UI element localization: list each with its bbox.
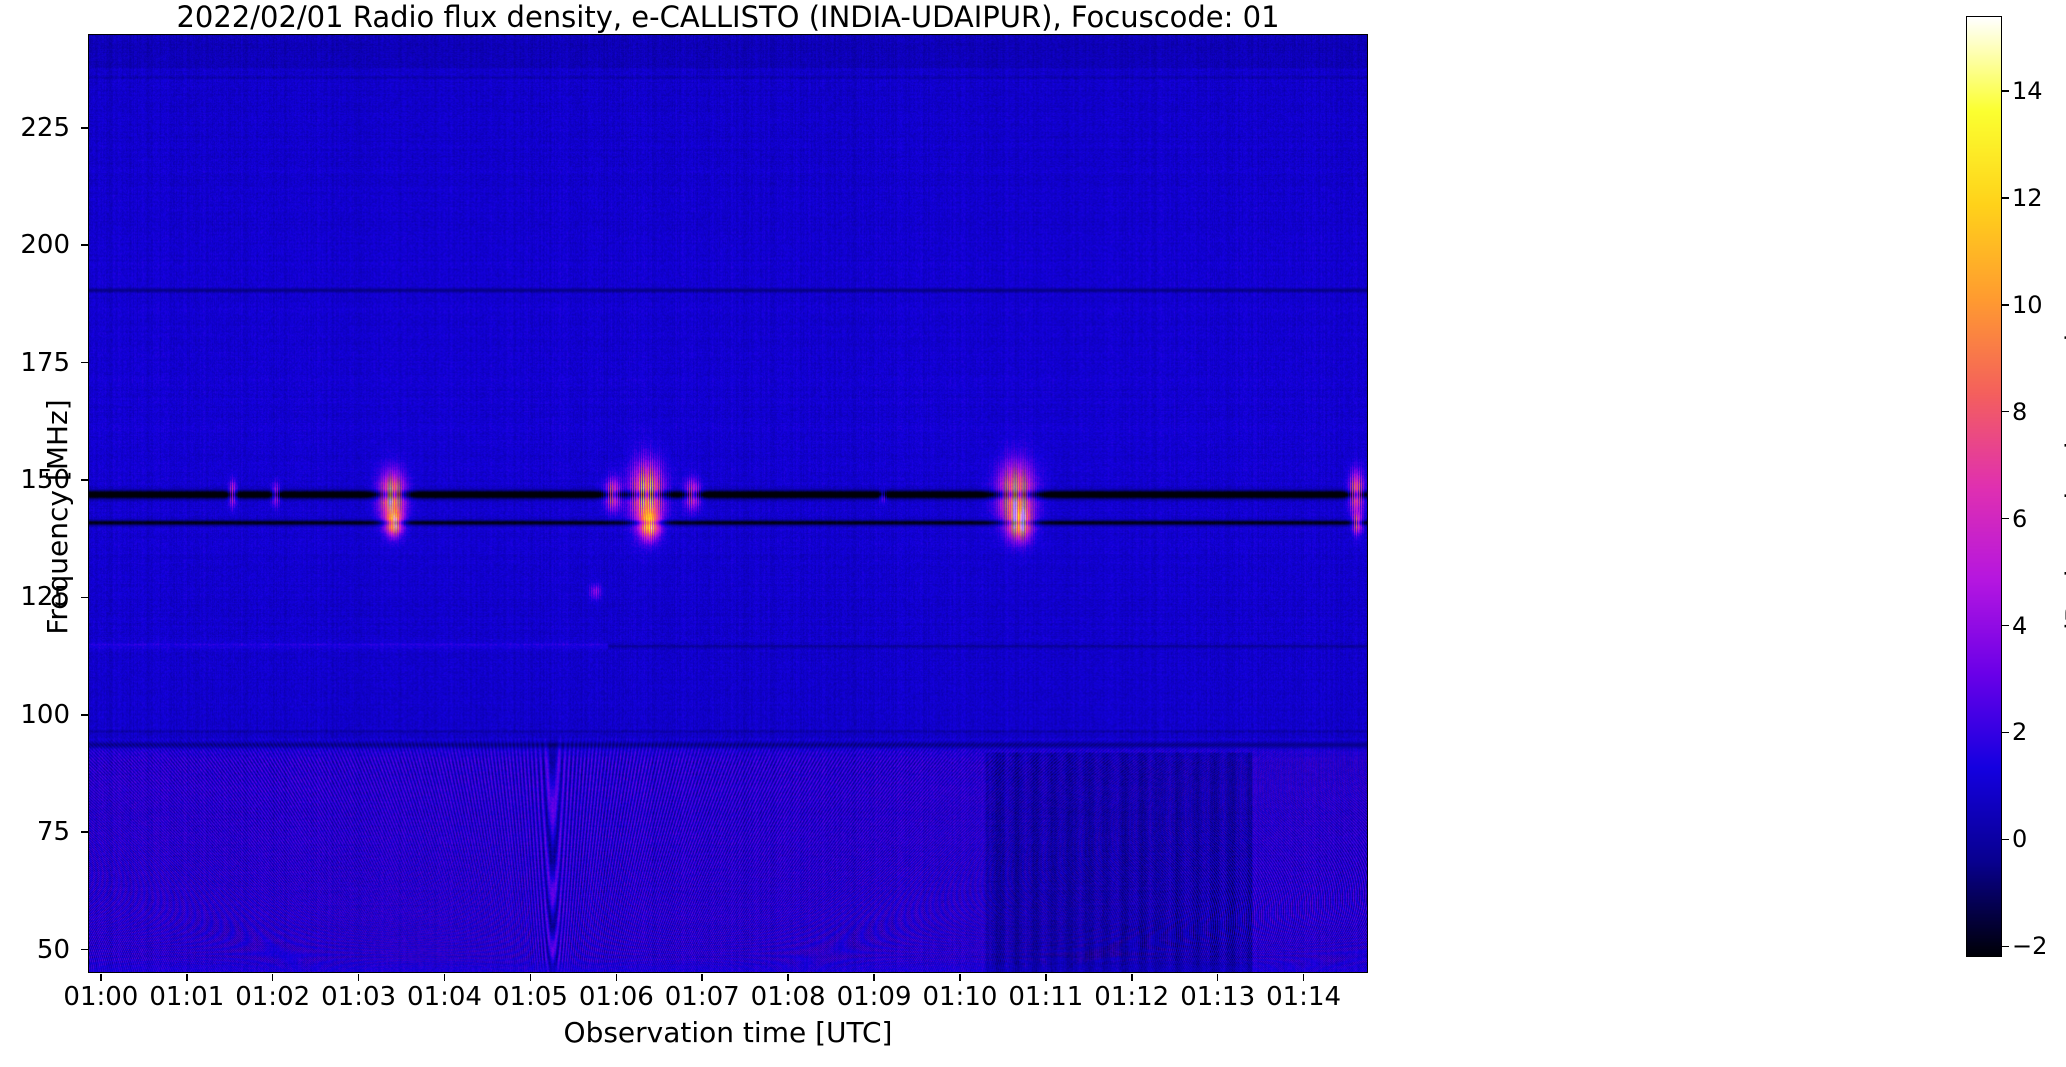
colorbar-label: dB above background <box>2059 333 2066 640</box>
x-axis-tick-labels: 01:00 01:01 01:02 01:03 01:04 01:05 01:06 01:07… <box>63 982 1368 1016</box>
y-tick-label: 150 <box>20 465 70 496</box>
x-tick-mark <box>1130 974 1133 981</box>
x-tick-label: 01:11 <box>1008 982 1084 1012</box>
y-tick-mark <box>81 596 88 599</box>
colorbar-tick-mark <box>2002 945 2009 948</box>
y-tick-mark <box>81 361 88 364</box>
colorbar-tick-mark <box>2002 624 2009 627</box>
colorbar-tick-mark <box>2002 838 2009 841</box>
x-tick-label: 01:09 <box>836 982 912 1012</box>
x-tick-label: 01:03 <box>321 982 397 1012</box>
y-tick-mark <box>81 831 88 833</box>
y-tick-label: 125 <box>20 582 70 613</box>
x-tick-mark <box>959 974 961 981</box>
colorbar-label-wrap: dB above background <box>2058 16 2066 957</box>
y-tick-label: 75 <box>36 817 70 848</box>
colorbar-tick-mark <box>2002 410 2009 413</box>
x-tick-mark <box>701 974 704 981</box>
colorbar-tick-label: 2 <box>2012 718 2028 747</box>
colorbar-tick-label: 6 <box>2012 504 2028 533</box>
y-tick-mark <box>81 948 88 951</box>
x-tick-label: 01:04 <box>407 982 482 1012</box>
x-tick-label: 01:00 <box>63 982 139 1012</box>
x-tick-label: 01:07 <box>664 982 740 1012</box>
x-tick-label: 01:02 <box>235 982 311 1012</box>
colorbar-tick-labels: 14 12 10 8 6 4 2 0 −2 <box>2012 16 2058 961</box>
x-tick-mark <box>185 974 188 981</box>
x-tick-mark <box>443 974 446 981</box>
x-tick-label: 01:08 <box>750 982 826 1012</box>
y-axis-tick-labels: 225 200 175 150 125 100 75 50 <box>0 34 80 973</box>
y-axis-tick-marks <box>80 34 88 973</box>
y-tick-label: 225 <box>20 112 70 143</box>
x-tick-mark <box>100 974 102 981</box>
x-tick-mark <box>357 974 360 981</box>
colorbar-gradient <box>1967 17 2001 956</box>
colorbar-tick-mark <box>2002 196 2009 199</box>
colorbar-tick-label: 4 <box>2012 611 2028 640</box>
colorbar-tick-label: 12 <box>2012 183 2043 212</box>
x-tick-mark <box>271 974 274 981</box>
x-tick-mark <box>1045 974 1047 981</box>
colorbar-tick-mark <box>2002 517 2009 520</box>
spectrogram-plot-area[interactable] <box>88 34 1368 973</box>
colorbar-tick-label: 8 <box>2012 397 2028 426</box>
colorbar-tick-mark <box>2002 90 2009 92</box>
x-tick-mark <box>529 974 532 981</box>
x-tick-mark <box>873 974 875 981</box>
colorbar-tick-label: 14 <box>2012 76 2043 105</box>
colorbar-tick-label: −2 <box>2012 932 2048 961</box>
x-tick-label: 01:14 <box>1266 982 1342 1012</box>
y-tick-mark <box>81 127 88 129</box>
colorbar <box>1966 16 2002 957</box>
x-axis-label: Observation time [UTC] <box>563 1016 893 1049</box>
y-tick-label: 50 <box>36 934 70 965</box>
x-tick-mark <box>1216 974 1219 981</box>
y-tick-label: 175 <box>20 347 70 378</box>
x-tick-label: 01:06 <box>578 982 654 1012</box>
x-tick-label: 01:01 <box>149 982 225 1012</box>
y-tick-mark <box>81 479 88 481</box>
x-tick-mark <box>615 974 618 981</box>
x-tick-label: 01:05 <box>492 982 568 1012</box>
x-tick-label: 01:12 <box>1094 982 1170 1012</box>
x-tick-label: 01:10 <box>922 982 998 1012</box>
page-title: 2022/02/01 Radio flux density, e-CALLIST… <box>176 0 1280 34</box>
y-tick-label: 100 <box>20 699 70 730</box>
x-tick-mark <box>787 974 789 981</box>
y-tick-mark <box>81 713 88 716</box>
x-axis-tick-marks <box>88 974 1368 982</box>
colorbar-tick-marks <box>2002 16 2010 957</box>
x-tick-mark <box>1302 974 1305 981</box>
colorbar-tick-mark <box>2002 303 2009 306</box>
y-tick-mark <box>81 244 88 247</box>
x-tick-label: 01:13 <box>1180 982 1256 1012</box>
y-tick-label: 200 <box>20 230 70 261</box>
colorbar-tick-mark <box>2002 731 2009 734</box>
colorbar-tick-label: 10 <box>2012 290 2043 319</box>
colorbar-tick-label: 0 <box>2012 825 2028 854</box>
spectrogram-image <box>89 35 1367 972</box>
